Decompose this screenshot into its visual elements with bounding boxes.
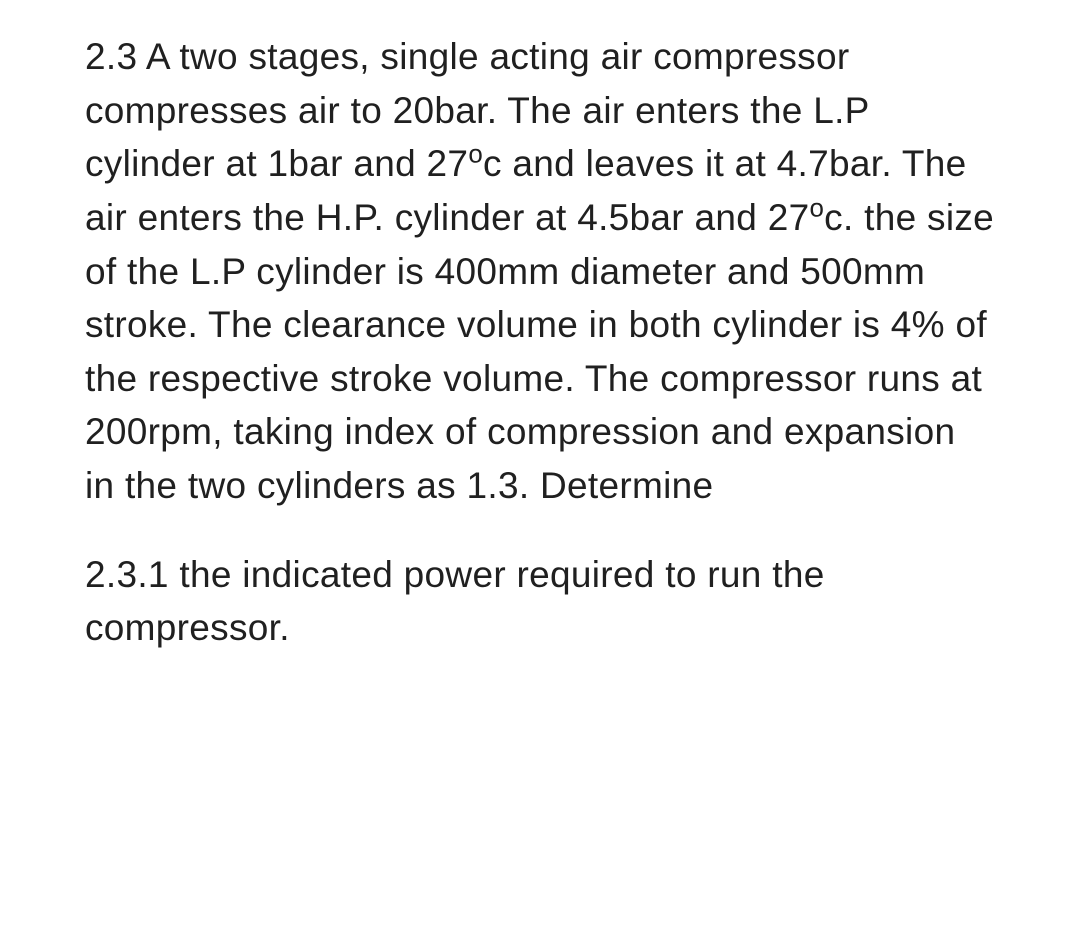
degree-superscript: o [468, 141, 483, 169]
problem-number: 2.3 [85, 36, 137, 77]
problem-statement: 2.3 A two stages, single acting air comp… [85, 30, 995, 513]
degree-superscript: o [809, 195, 824, 223]
subquestion: 2.3.1 the indicated power required to ru… [85, 548, 995, 655]
